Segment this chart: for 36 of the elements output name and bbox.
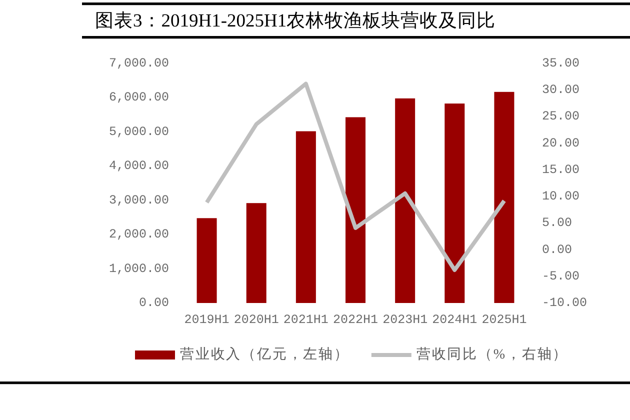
bar <box>494 92 514 303</box>
y2-tick-label: 35.00 <box>542 56 580 70</box>
y-tick-label: 6,000.00 <box>108 90 169 105</box>
y2-tick-label: 10.00 <box>542 190 580 204</box>
x-tick-label: 2023H1 <box>382 313 428 327</box>
x-tick-label: 2021H1 <box>283 313 328 327</box>
y-tick-label: 0.00 <box>138 296 169 310</box>
y-tick-label: 7,000.00 <box>108 56 169 70</box>
bar <box>196 218 217 303</box>
x-tick-label: 2019H1 <box>184 313 230 327</box>
bar <box>246 203 266 303</box>
bar <box>395 98 416 303</box>
y-tick-label: 3,000.00 <box>108 193 169 208</box>
x-tick-label: 2025H1 <box>482 313 527 327</box>
y2-tick-label: -5.00 <box>542 269 580 284</box>
y-tick-label: 4,000.00 <box>108 159 169 174</box>
bar <box>296 131 316 303</box>
legend-label: 营收同比（%，右轴） <box>416 346 568 362</box>
line-series <box>204 82 506 272</box>
x-tick-label: 2020H1 <box>234 313 279 327</box>
x-tick-label: 2022H1 <box>332 313 378 327</box>
bar <box>346 117 366 303</box>
y2-tick-label: 25.00 <box>542 110 580 124</box>
y2-tick-label: 30.00 <box>542 83 580 98</box>
y-tick-label: 5,000.00 <box>108 124 169 139</box>
y2-tick-label: 20.00 <box>542 136 580 150</box>
y2-tick-label: 0.00 <box>542 242 572 257</box>
y2-tick-label: 15.00 <box>542 162 580 177</box>
y-tick-label: 2,000.00 <box>108 228 169 242</box>
y-tick-label: 1,000.00 <box>108 262 169 276</box>
y2-tick-label: 5.00 <box>542 216 572 230</box>
chart-title: 图表3：2019H1-2025H1农林牧渔板块营收及同比 <box>95 10 496 32</box>
y2-tick-label: -10.00 <box>542 296 588 310</box>
bar <box>444 104 465 303</box>
legend-label: 营业收入（亿元，左轴） <box>180 346 350 362</box>
x-tick-label: 2024H1 <box>432 313 478 327</box>
